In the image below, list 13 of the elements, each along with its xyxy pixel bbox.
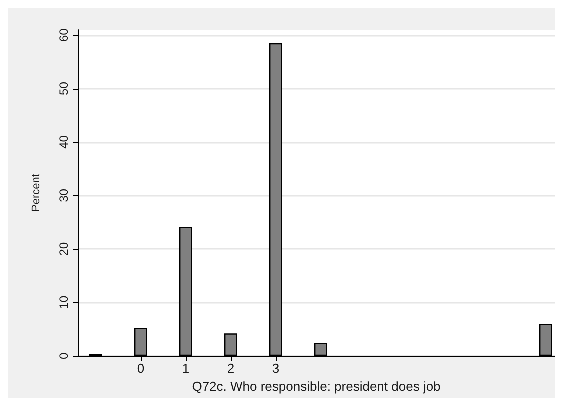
x-tick-label: 2 <box>227 361 235 376</box>
x-tick-label: 0 <box>137 361 145 376</box>
y-tick-label: 30 <box>57 188 71 202</box>
y-tick-label: 10 <box>57 296 71 310</box>
y-tick-label: 40 <box>57 135 71 149</box>
y-tick-label: 20 <box>57 242 71 256</box>
y-tick-label: 50 <box>57 82 71 96</box>
y-tick-label: 0 <box>57 352 71 360</box>
y-tick-label: 60 <box>57 28 71 42</box>
y-axis-title: Percent <box>30 174 42 212</box>
x-tick-label: 3 <box>272 361 280 376</box>
x-tick-label: 1 <box>182 361 190 376</box>
x-axis-title: Q72c. Who responsible: president does job <box>192 379 441 394</box>
